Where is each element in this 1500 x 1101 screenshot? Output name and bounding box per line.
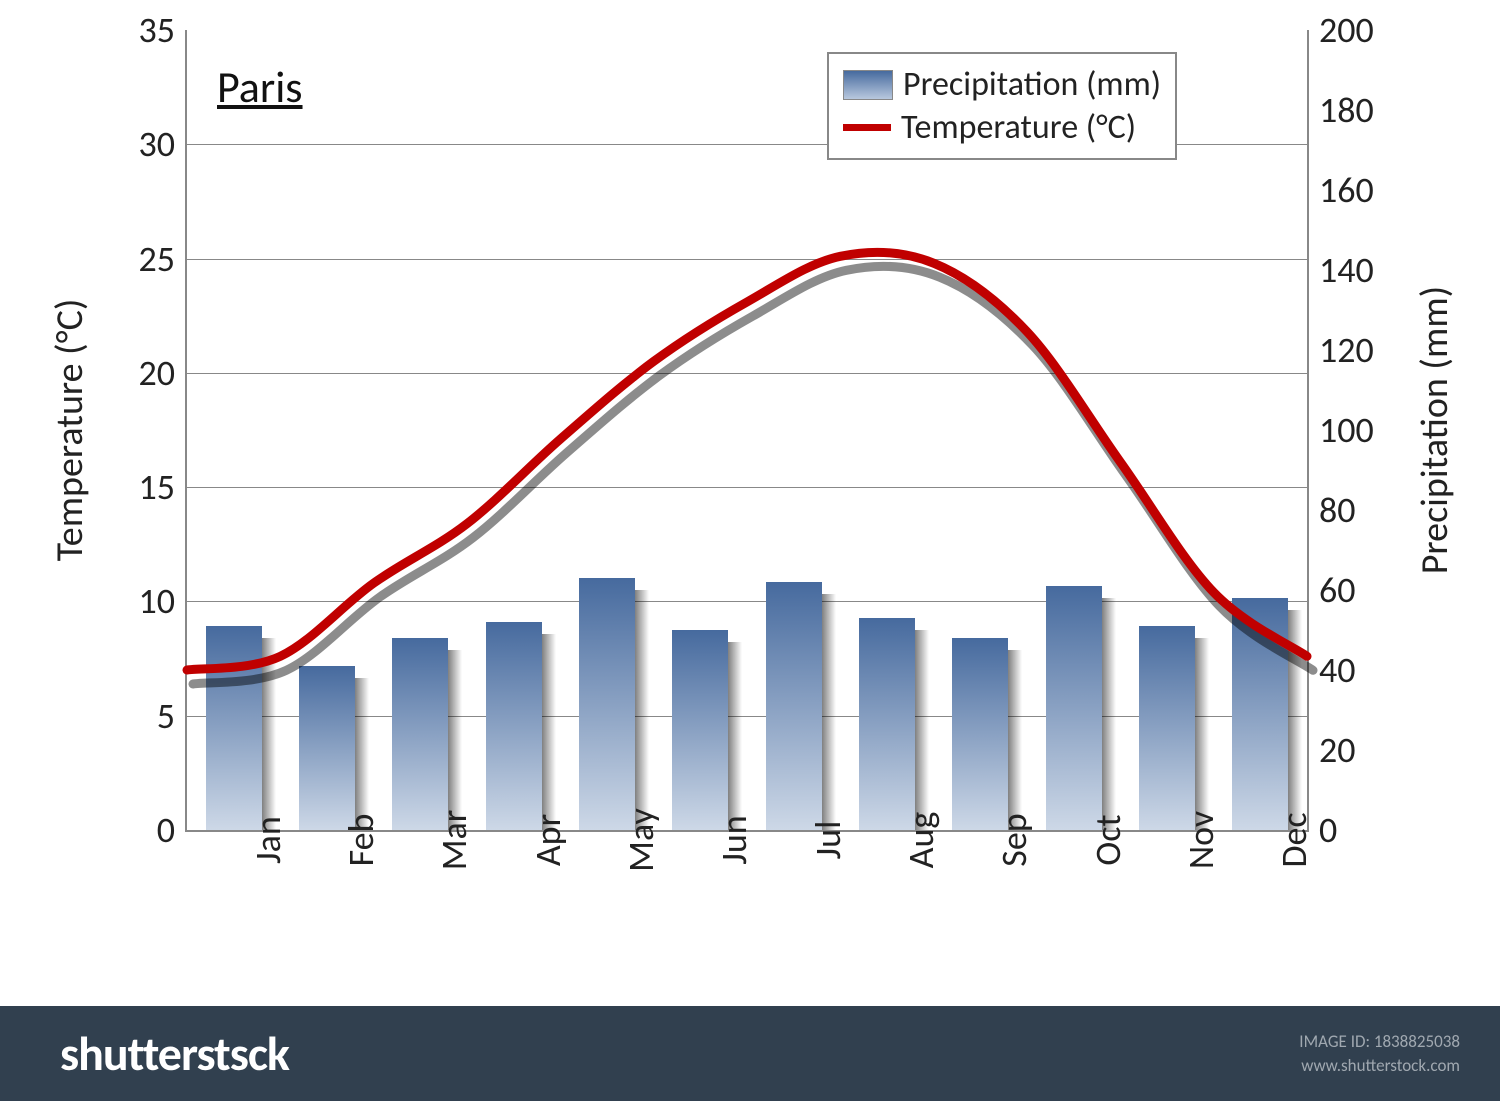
plot-area: Paris Precipitation (mm)Temperature (°C)… [185, 30, 1309, 832]
y-tick-temperature: 30 [139, 122, 176, 166]
footer-logo: shutterstsck [60, 1024, 289, 1083]
y-tick-temperature: 0 [157, 808, 175, 852]
y-tick-precipitation: 60 [1319, 568, 1356, 612]
y-tick-temperature: 20 [139, 351, 176, 395]
y-tick-precipitation: 100 [1319, 408, 1374, 452]
y-tick-temperature: 10 [139, 579, 176, 623]
y-tick-precipitation: 20 [1319, 728, 1356, 772]
temperature-line-shadow [193, 266, 1313, 684]
legend-swatch-line-icon [843, 124, 891, 131]
footer-bar: shutterstsck IMAGE ID: 1838825038 www.sh… [0, 1006, 1500, 1101]
y-tick-temperature: 25 [139, 237, 176, 281]
y-tick-temperature: 35 [139, 8, 176, 52]
legend-item: Precipitation (mm) [843, 64, 1161, 105]
y-tick-precipitation: 140 [1319, 248, 1374, 292]
footer-image-id: IMAGE ID: 1838825038 www.shutterstock.co… [1299, 1030, 1460, 1078]
footer-site-text: www.shutterstock.com [1299, 1054, 1460, 1078]
y-tick-precipitation: 80 [1319, 488, 1356, 532]
y-tick-precipitation: 120 [1319, 328, 1374, 372]
footer-id-text: IMAGE ID: 1838825038 [1299, 1030, 1460, 1054]
legend-swatch-bar-icon [843, 70, 893, 100]
chart-container: Paris Precipitation (mm)Temperature (°C)… [30, 10, 1470, 990]
y-tick-temperature: 5 [157, 694, 175, 738]
y-tick-precipitation: 160 [1319, 168, 1374, 212]
y-axis-label-precipitation: Precipitation (mm) [1412, 286, 1458, 574]
legend-label: Precipitation (mm) [903, 64, 1161, 105]
y-tick-precipitation: 200 [1319, 8, 1374, 52]
y-tick-temperature: 15 [139, 465, 176, 509]
y-tick-precipitation: 40 [1319, 648, 1356, 692]
legend-item: Temperature (°C) [843, 107, 1161, 148]
legend-label: Temperature (°C) [901, 107, 1136, 148]
y-tick-precipitation: 0 [1319, 808, 1337, 852]
y-axis-label-temperature: Temperature (°C) [47, 299, 93, 562]
legend-box: Precipitation (mm)Temperature (°C) [827, 52, 1177, 160]
y-tick-precipitation: 180 [1319, 88, 1374, 132]
